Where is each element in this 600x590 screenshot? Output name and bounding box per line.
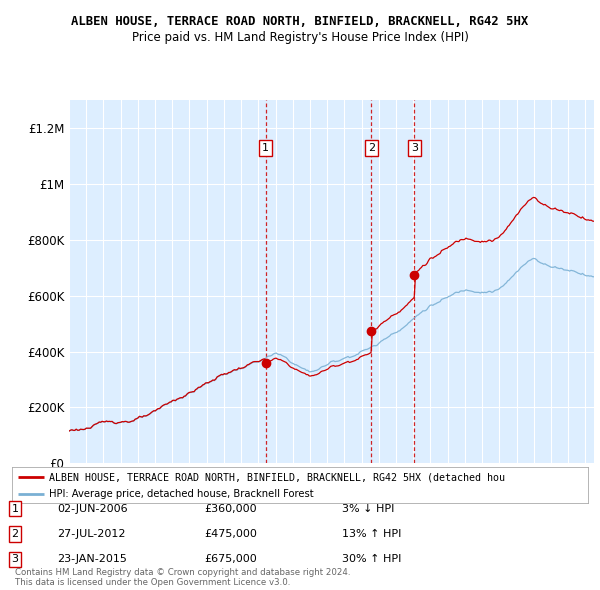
Text: 13% ↑ HPI: 13% ↑ HPI [342,529,401,539]
Text: 3% ↓ HPI: 3% ↓ HPI [342,504,394,513]
Text: 2: 2 [368,143,375,153]
Text: 3: 3 [411,143,418,153]
Text: ALBEN HOUSE, TERRACE ROAD NORTH, BINFIELD, BRACKNELL, RG42 5HX: ALBEN HOUSE, TERRACE ROAD NORTH, BINFIEL… [71,15,529,28]
Text: Contains HM Land Registry data © Crown copyright and database right 2024.
This d: Contains HM Land Registry data © Crown c… [15,568,350,587]
Text: 30% ↑ HPI: 30% ↑ HPI [342,555,401,564]
Text: 02-JUN-2006: 02-JUN-2006 [57,504,128,513]
Text: 3: 3 [11,555,19,564]
Text: 27-JUL-2012: 27-JUL-2012 [57,529,125,539]
Text: £360,000: £360,000 [204,504,257,513]
Text: HPI: Average price, detached house, Bracknell Forest: HPI: Average price, detached house, Brac… [49,489,314,499]
Text: ALBEN HOUSE, TERRACE ROAD NORTH, BINFIELD, BRACKNELL, RG42 5HX (detached hou: ALBEN HOUSE, TERRACE ROAD NORTH, BINFIEL… [49,472,505,482]
Text: 1: 1 [11,504,19,513]
Text: £675,000: £675,000 [204,555,257,564]
Text: 23-JAN-2015: 23-JAN-2015 [57,555,127,564]
Text: 1: 1 [262,143,269,153]
Text: Price paid vs. HM Land Registry's House Price Index (HPI): Price paid vs. HM Land Registry's House … [131,31,469,44]
Text: 2: 2 [11,529,19,539]
Text: £475,000: £475,000 [204,529,257,539]
